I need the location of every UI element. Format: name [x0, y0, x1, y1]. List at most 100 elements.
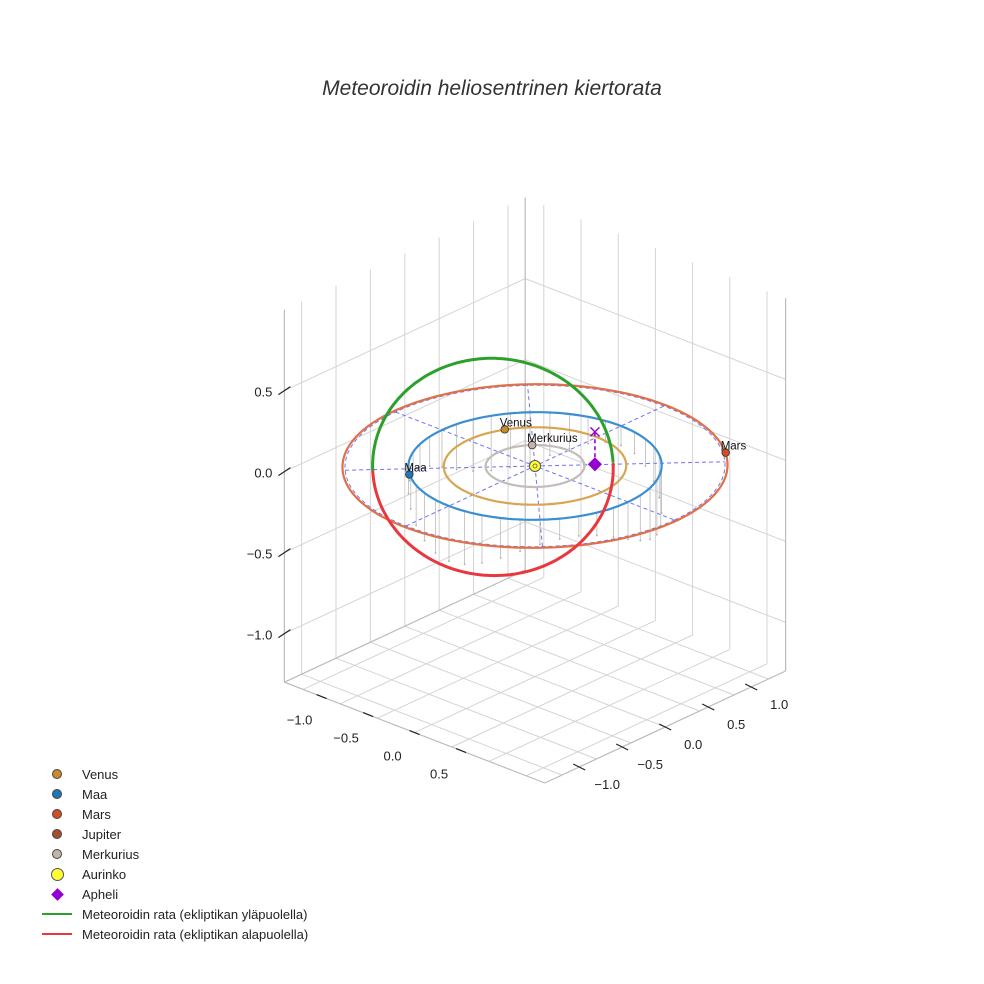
z-tick-label: −0.5 [247, 547, 273, 562]
legend-symbol [40, 904, 74, 924]
grid-line [525, 440, 786, 542]
legend-symbol [40, 864, 74, 884]
drop-dot [568, 447, 571, 450]
legend-diamond [50, 887, 64, 901]
legend-dot [52, 849, 62, 859]
grid-line [284, 521, 526, 635]
legend-symbol [40, 784, 74, 804]
drop-dot [509, 466, 512, 469]
drop-dot [639, 539, 642, 542]
x-tick-mark [316, 694, 327, 700]
legend-label: Maa [82, 786, 108, 802]
legend-item[interactable]: Mars [40, 804, 308, 824]
meteoroid-orbit [371, 356, 615, 578]
legend-dot [52, 829, 62, 839]
aphelion-cross [589, 426, 600, 437]
z-tick-label: 0.0 [254, 466, 272, 481]
drop-dot [472, 470, 475, 472]
legend-item[interactable]: Merkurius [40, 844, 308, 864]
drop-dot [519, 550, 521, 553]
axis-edge [284, 569, 526, 683]
legend-label: Meteoroidin rata (ekliptikan alapuolella… [82, 926, 309, 942]
planet-marker-mars [721, 448, 730, 457]
legend-label: Apheli [82, 886, 119, 902]
legend-item[interactable]: Meteoroidin rata (ekliptikan alapuolella… [40, 924, 308, 944]
y-tick-label: 0.0 [684, 737, 702, 752]
planet-label-mars: Mars [721, 441, 747, 453]
legend-line [42, 913, 72, 915]
y-tick-label: −1.0 [594, 777, 620, 792]
legend-item[interactable]: Venus [40, 764, 308, 784]
drop-dot [577, 534, 580, 537]
drop-dot [434, 552, 437, 554]
planet-markers: Merkurius Venus Maa Mars [404, 417, 747, 479]
drop-dot [620, 444, 622, 447]
orbit-drop-lines [407, 412, 663, 566]
planet-label-venus: Venus [500, 417, 532, 429]
x-tick-mark [362, 712, 374, 718]
drop-dot [595, 534, 598, 537]
legend-symbol [40, 844, 74, 864]
y-tick-label: −0.5 [637, 757, 663, 772]
planet-label-maa: Maa [404, 463, 427, 475]
x-tick-label: −1.0 [287, 713, 313, 728]
axis-box [283, 197, 787, 784]
legend: Venus Maa Mars Jupiter Merkurius Aurinko Aphel… [40, 764, 308, 944]
drop-dot [649, 538, 651, 541]
drop-dot [627, 538, 629, 541]
drop-dot [423, 539, 426, 542]
drop-dot [448, 560, 450, 562]
grid-line [284, 440, 526, 554]
drop-dot [463, 563, 466, 566]
sun-core [532, 463, 538, 469]
legend-line [42, 933, 72, 935]
legend-symbol [40, 884, 74, 904]
meteoroid-orbit-below [371, 462, 615, 578]
legend-item[interactable]: Maa [40, 784, 308, 804]
z-tick-mark [278, 386, 291, 396]
y-tick-label: 1.0 [770, 697, 788, 712]
planet-marker-venus [500, 425, 509, 434]
grid-line [451, 634, 693, 748]
legend-label: Venus [82, 766, 119, 782]
grid-line [507, 577, 769, 680]
chart-title: Meteoroidin heliosentrinen kiertorata [322, 77, 662, 100]
drop-dot [660, 512, 663, 514]
grid-line [439, 609, 700, 712]
legend-symbol [40, 764, 74, 784]
x-tick-label: −0.5 [333, 731, 359, 746]
z-tick-mark [278, 467, 291, 477]
legend-item[interactable]: Meteoroidin rata (ekliptikan yläpuolella… [40, 904, 308, 924]
legend-dot [52, 769, 62, 779]
legend-label: Meteoroidin rata (ekliptikan yläpuolella… [82, 906, 308, 922]
drop-dot [612, 536, 615, 538]
grid-line [525, 663, 768, 777]
legend-item[interactable]: Jupiter [40, 824, 308, 844]
drop-dot [409, 508, 412, 510]
legend-dot [52, 789, 62, 799]
legend-item[interactable]: Apheli [40, 884, 308, 904]
drop-dot [415, 524, 418, 527]
legend-symbol [40, 804, 74, 824]
drop-dot [441, 466, 443, 469]
y-tick-mark [744, 683, 758, 691]
y-tick-label: 0.5 [727, 717, 745, 732]
planet-label-merkurius: Merkurius [527, 433, 578, 445]
z-tick-mark [278, 548, 291, 558]
grid-line [525, 521, 786, 623]
drop-dot [428, 464, 431, 467]
planet-marker-merkurius [527, 440, 537, 450]
orbit-maa [407, 411, 663, 521]
grid-line [488, 648, 731, 762]
drop-dot [539, 543, 541, 546]
drop-dot [633, 452, 636, 455]
aphelion-marker [587, 457, 603, 472]
legend-sun-dot [50, 867, 64, 881]
drop-dot [658, 496, 661, 499]
legend-label: Mars [82, 806, 111, 822]
y-tick-mark [658, 723, 672, 731]
drop-dot [549, 454, 551, 457]
sun-marker [529, 460, 541, 472]
grid-line [284, 278, 526, 392]
legend-item[interactable]: Aurinko [40, 864, 308, 884]
